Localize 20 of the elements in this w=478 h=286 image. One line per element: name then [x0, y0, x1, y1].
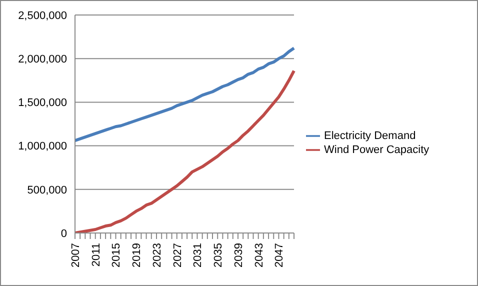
x-tick-label: 2007 [70, 243, 82, 268]
x-tick-label: 2023 [151, 243, 164, 268]
y-tick-label: 1,000,000 [18, 140, 67, 153]
x-tick-label: 2011 [90, 243, 102, 267]
legend-label: Wind Power Capacity [324, 144, 430, 156]
x-tick-label: 2019 [131, 243, 144, 268]
x-tick-label: 2039 [232, 243, 245, 268]
y-tick-label: 2,000,000 [18, 54, 67, 66]
y-tick-label: 500,000 [27, 184, 67, 196]
line-series [74, 46, 296, 142]
legend-label: Electricity Demand [324, 130, 416, 142]
x-tick-label: 2031 [192, 243, 204, 268]
x-tick-label: 2047 [274, 243, 286, 268]
x-tick-label: 2027 [172, 243, 184, 268]
y-tick-label: 0 [60, 228, 67, 240]
x-tick-label: 2035 [212, 243, 225, 268]
y-tick-label: 1,500,000 [18, 97, 67, 110]
y-tick-label: 2,500,000 [18, 10, 67, 22]
x-tick-label: 2043 [253, 243, 266, 268]
x-tick-label: 2015 [110, 243, 123, 268]
